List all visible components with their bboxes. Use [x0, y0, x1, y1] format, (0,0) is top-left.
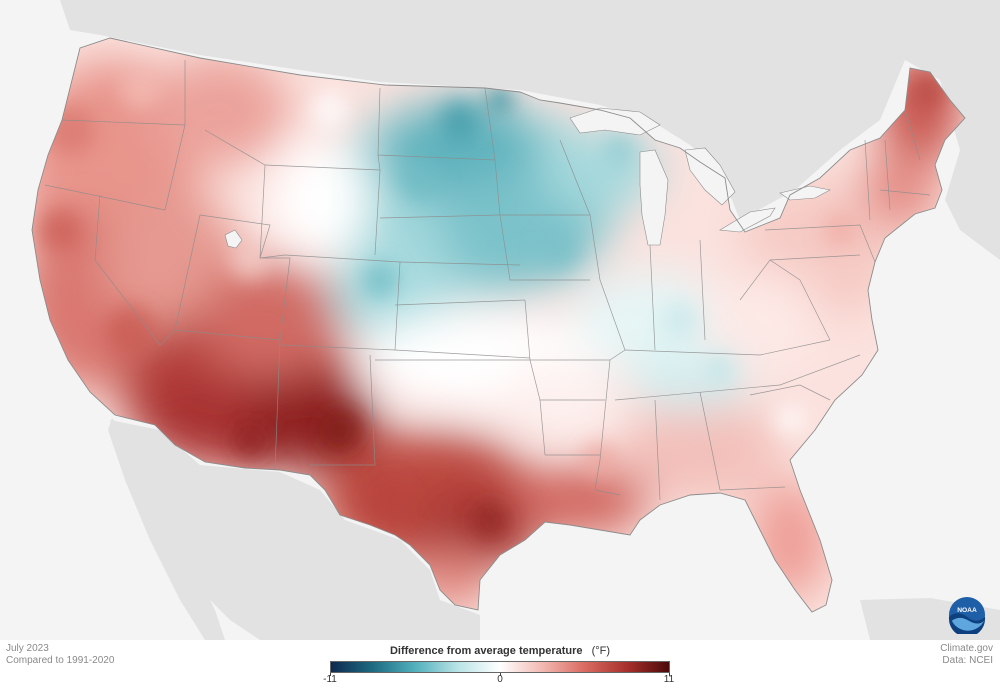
border-ia-mo: [499, 214, 610, 361]
period-info: July 2023 Compared to 1991-2020: [6, 643, 114, 667]
lake-erie: [719, 207, 776, 233]
source-credit: Climate.gov: [940, 643, 993, 654]
legend-unit: (°F): [591, 645, 611, 657]
border-pa-ny: [764, 224, 876, 263]
border-dakotas: [374, 87, 501, 256]
border-ky-tn: [614, 339, 831, 401]
great-lakes: [224, 107, 831, 249]
border-nv: [94, 194, 201, 346]
border-wy: [259, 164, 266, 259]
border-ms-al-ga: [654, 391, 786, 501]
state-borders: [44, 60, 931, 501]
border-nm-tx: [310, 354, 376, 466]
border-id-west: [164, 60, 186, 211]
border-mississippi: [594, 359, 621, 496]
border-mn: [484, 87, 590, 216]
noaa-logo-text: NOAA: [957, 607, 977, 614]
surrounding-land: [60, 0, 1000, 640]
legend-tick-mid: [500, 673, 501, 676]
credits: Climate.gov Data: NCEI: [940, 643, 993, 667]
baseline-label: Compared to 1991-2020: [6, 655, 115, 666]
footer: July 2023 Compared to 1991-2020 Differen…: [0, 640, 1000, 690]
border-in-oh: [649, 239, 706, 351]
border-wi-il: [559, 139, 626, 361]
legend-color-bar: [330, 661, 670, 673]
border-carolinas: [749, 354, 861, 401]
legend-tick-min: [330, 673, 331, 676]
baja-peninsula: [108, 418, 225, 640]
border-ne-ks: [394, 261, 531, 359]
anomaly-field: [32, 38, 965, 612]
border-va-wv: [739, 259, 831, 341]
legend-tick-max: [669, 673, 670, 676]
legend-min-label: -11: [323, 674, 337, 685]
border-ar-la: [540, 399, 605, 456]
data-credit: Data: NCEI: [942, 655, 993, 666]
legend-max-label: 11: [663, 674, 675, 685]
period-label: July 2023: [6, 643, 49, 654]
legend-title: Difference from average temperature (°F): [330, 645, 670, 657]
border-az-nm: [274, 339, 281, 471]
great-salt-lake: [224, 229, 243, 249]
border-ut-az: [174, 214, 291, 341]
border-wa-or: [61, 119, 186, 126]
border-ok-tx: [375, 359, 546, 456]
legend-title-text: Difference from average temperature: [389, 645, 583, 657]
temperature-anomaly-map: [31, 0, 1000, 640]
canada-landmass: [60, 0, 1000, 260]
border-new-england: [864, 109, 931, 221]
border-or-ca: [44, 184, 166, 211]
noaa-logo-icon: NOAA: [948, 596, 986, 634]
lake-superior: [569, 107, 661, 136]
legend-mid-label: 0: [497, 674, 503, 685]
lake-michigan: [639, 149, 669, 246]
